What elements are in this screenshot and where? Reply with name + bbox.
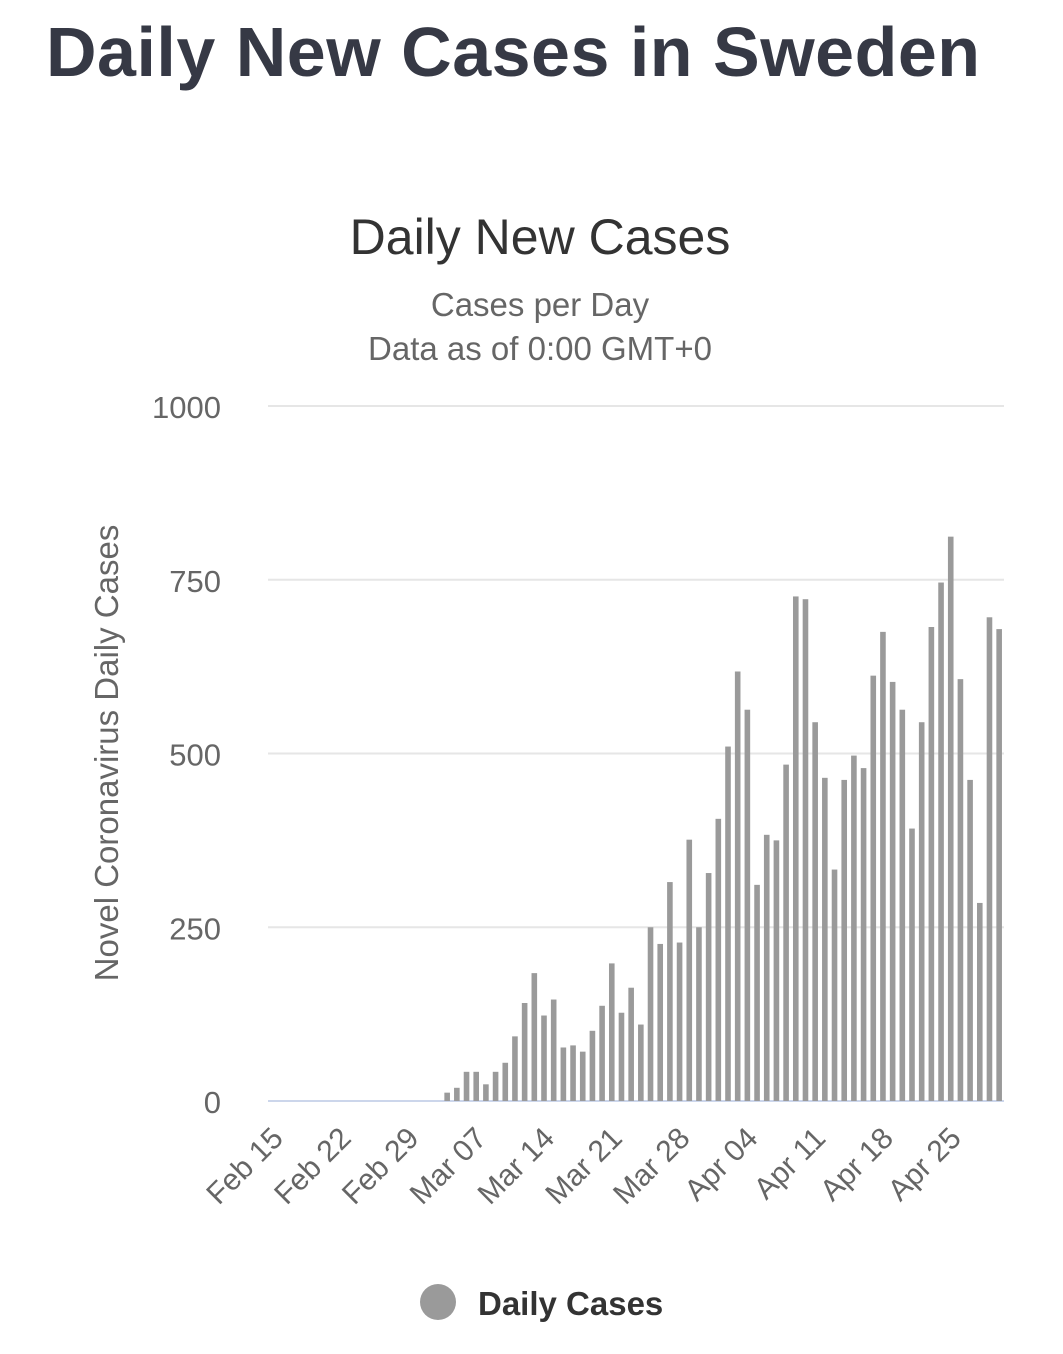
- bar[interactable]: [870, 675, 877, 1101]
- bar[interactable]: [841, 779, 848, 1101]
- bar-series-daily-cases: [444, 536, 1002, 1101]
- bar[interactable]: [880, 631, 886, 1101]
- bar[interactable]: [967, 779, 973, 1101]
- y-tick-label: 250: [169, 911, 221, 946]
- bar[interactable]: [734, 671, 741, 1101]
- bar[interactable]: [657, 943, 664, 1101]
- bar[interactable]: [521, 1003, 528, 1101]
- bar[interactable]: [976, 902, 983, 1101]
- bar[interactable]: [628, 987, 634, 1101]
- bar[interactable]: [860, 768, 867, 1101]
- bar[interactable]: [957, 679, 964, 1101]
- bar[interactable]: [473, 1071, 480, 1101]
- bar[interactable]: [928, 627, 935, 1101]
- bar[interactable]: [512, 1036, 518, 1101]
- bar[interactable]: [676, 942, 683, 1101]
- y-tick-label: 1000: [152, 390, 221, 425]
- bar[interactable]: [996, 629, 1002, 1101]
- bar[interactable]: [705, 873, 712, 1101]
- x-tick-label: Feb 29: [336, 1122, 425, 1211]
- x-tick-label: Feb 15: [200, 1122, 289, 1211]
- bar[interactable]: [773, 840, 780, 1101]
- bar[interactable]: [560, 1047, 567, 1101]
- x-tick-label: Apr 25: [882, 1122, 968, 1208]
- bar[interactable]: [502, 1062, 509, 1101]
- legend-label: Daily Cases: [478, 1285, 663, 1322]
- bar[interactable]: [541, 1015, 547, 1101]
- x-tick-label: Mar 21: [539, 1122, 628, 1211]
- x-tick-label: Apr 04: [678, 1122, 764, 1208]
- bar[interactable]: [444, 1092, 450, 1101]
- bar[interactable]: [744, 709, 751, 1101]
- page-title: Daily New Cases in Sweden: [46, 13, 981, 91]
- bar[interactable]: [792, 596, 799, 1101]
- x-tick-label: Mar 07: [404, 1122, 493, 1211]
- bar[interactable]: [918, 722, 925, 1101]
- y-tick-label: 500: [169, 738, 221, 773]
- bar[interactable]: [754, 884, 760, 1101]
- bar[interactable]: [599, 1005, 605, 1101]
- y-axis-title: Novel Coronavirus Daily Cases: [88, 525, 125, 982]
- bar[interactable]: [638, 1024, 644, 1101]
- x-tick-label: Mar 14: [472, 1122, 561, 1211]
- bar[interactable]: [454, 1087, 460, 1101]
- bar[interactable]: [725, 746, 731, 1101]
- bar[interactable]: [831, 869, 838, 1101]
- bar[interactable]: [696, 927, 702, 1101]
- bar[interactable]: [889, 681, 896, 1101]
- bar[interactable]: [579, 1051, 586, 1101]
- bar[interactable]: [822, 777, 828, 1101]
- bar[interactable]: [570, 1045, 576, 1101]
- bar[interactable]: [909, 828, 915, 1101]
- legend[interactable]: Daily Cases: [420, 1284, 663, 1322]
- bar[interactable]: [531, 973, 538, 1101]
- bar[interactable]: [463, 1071, 470, 1101]
- legend-marker: [420, 1284, 456, 1320]
- bar[interactable]: [492, 1071, 499, 1101]
- bar[interactable]: [947, 536, 954, 1101]
- chart-subtitle-line-1: Cases per Day: [431, 286, 650, 323]
- x-tick-label: Apr 18: [814, 1122, 900, 1208]
- bar[interactable]: [986, 617, 993, 1101]
- bar[interactable]: [851, 755, 857, 1101]
- bar[interactable]: [686, 839, 693, 1101]
- bar[interactable]: [812, 722, 818, 1101]
- bar[interactable]: [483, 1084, 489, 1101]
- bar[interactable]: [899, 709, 906, 1101]
- bar[interactable]: [618, 1012, 625, 1101]
- bar[interactable]: [550, 999, 557, 1101]
- bar[interactable]: [802, 599, 809, 1101]
- chart-title: Daily New Cases: [350, 209, 731, 265]
- bar[interactable]: [715, 818, 722, 1101]
- y-axis-ticks: 0 250 500 750 1000: [152, 390, 221, 1120]
- bar[interactable]: [647, 927, 654, 1101]
- bar[interactable]: [938, 582, 944, 1101]
- bar[interactable]: [763, 834, 770, 1101]
- bar[interactable]: [589, 1030, 596, 1101]
- x-tick-label: Feb 22: [268, 1122, 357, 1211]
- chart-subtitle-line-2: Data as of 0:00 GMT+0: [368, 330, 712, 367]
- y-tick-label: 750: [169, 564, 221, 599]
- x-tick-label: Apr 11: [748, 1122, 832, 1206]
- x-tick-label: Mar 28: [607, 1122, 696, 1211]
- bar[interactable]: [667, 882, 673, 1101]
- bar[interactable]: [783, 764, 789, 1101]
- bar[interactable]: [608, 963, 615, 1101]
- y-tick-label: 0: [204, 1085, 221, 1120]
